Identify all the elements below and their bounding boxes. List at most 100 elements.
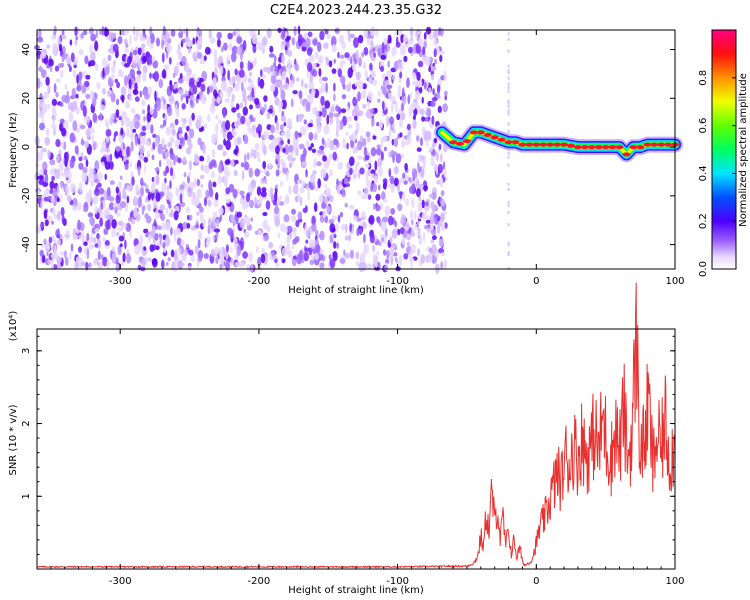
y-tick-label: -40	[21, 236, 32, 252]
noise-speckle	[406, 233, 411, 241]
noise-speckle	[292, 238, 298, 245]
noise-speckle	[330, 106, 335, 112]
noise-speckle	[318, 195, 324, 203]
noise-speckle	[160, 137, 166, 148]
noise-speckle	[361, 89, 367, 100]
noise-speckle	[194, 245, 199, 255]
noise-speckle	[132, 89, 139, 96]
noise-speckle	[165, 126, 171, 136]
noise-speckle	[378, 120, 383, 130]
ridge-hotspot	[449, 140, 458, 145]
noise-speckle	[254, 143, 260, 151]
noise-speckle	[180, 239, 185, 246]
noise-speckle	[161, 52, 165, 63]
noise-speckle	[329, 139, 335, 151]
noise-speckle	[239, 102, 244, 109]
noise-speckle	[273, 61, 276, 68]
noise-speckle	[317, 149, 324, 154]
noise-speckle	[244, 96, 247, 108]
noise-speckle	[45, 127, 50, 136]
noise-speckle	[390, 247, 394, 257]
noise-speckle	[186, 71, 192, 77]
noise-speckle	[380, 65, 385, 72]
noise-speckle	[161, 181, 167, 193]
noise-speckle	[366, 263, 373, 269]
noise-speckle	[414, 210, 417, 221]
noise-speckle	[440, 199, 446, 207]
noise-speckle	[213, 89, 218, 98]
noise-speckle	[173, 155, 176, 166]
noise-speckle	[300, 99, 303, 105]
noise-speckle	[129, 95, 133, 102]
noise-speckle	[423, 40, 427, 49]
noise-speckle	[386, 84, 393, 90]
noise-speckle	[257, 157, 261, 162]
noise-speckle	[375, 28, 379, 37]
noise-speckle	[185, 95, 189, 105]
noise-speckle	[117, 245, 122, 255]
noise-speckle	[397, 85, 401, 94]
noise-speckle	[165, 207, 169, 215]
ridge-hotspot	[469, 130, 478, 135]
noise-speckle	[314, 253, 319, 261]
noise-speckle	[344, 235, 349, 241]
noise-speckle	[401, 102, 404, 112]
noise-speckle	[242, 199, 246, 205]
noise-speckle	[395, 259, 399, 265]
noise-speckle	[388, 37, 392, 43]
noise-speckle	[212, 216, 216, 227]
noise-speckle	[429, 146, 433, 152]
noise-speckle	[426, 227, 431, 234]
noise-speckle	[399, 132, 403, 138]
noise-speckle	[52, 42, 58, 51]
noise-speckle	[332, 251, 338, 262]
noise-speckle	[254, 196, 257, 206]
noise-speckle	[137, 159, 142, 171]
noise-speckle	[137, 165, 141, 176]
noise-speckle	[417, 248, 421, 257]
noise-speckle	[227, 227, 233, 236]
noise-streak	[507, 76, 510, 80]
noise-speckle	[166, 158, 172, 167]
noise-speckle	[261, 187, 267, 193]
noise-speckle	[90, 233, 93, 242]
noise-speckle	[94, 205, 98, 215]
noise-speckle	[275, 262, 280, 268]
noise-streak	[507, 155, 510, 159]
noise-speckle	[418, 235, 423, 246]
noise-speckle	[112, 43, 119, 53]
noise-speckle	[324, 184, 328, 189]
noise-speckle	[104, 161, 111, 170]
noise-speckle	[138, 153, 144, 161]
ridge-hotspot	[497, 137, 506, 142]
noise-speckle	[270, 65, 274, 73]
noise-speckle	[313, 132, 318, 141]
noise-speckle	[136, 70, 142, 75]
noise-speckle	[185, 147, 192, 155]
noise-speckle	[239, 217, 245, 229]
ridge-hotspot	[532, 142, 541, 147]
noise-speckle	[39, 99, 43, 104]
noise-speckle	[368, 76, 373, 84]
y-tick-label: 20	[21, 92, 32, 105]
noise-speckle	[75, 36, 79, 41]
noise-speckle	[432, 253, 435, 264]
noise-speckle	[237, 152, 240, 158]
noise-speckle	[263, 145, 267, 156]
noise-speckle	[73, 100, 78, 111]
noise-speckle	[409, 92, 413, 98]
noise-speckle	[235, 261, 239, 267]
noise-speckle	[230, 214, 235, 223]
noise-speckle	[391, 47, 395, 57]
noise-speckle	[47, 149, 51, 159]
noise-speckle	[196, 178, 200, 187]
noise-speckle	[367, 194, 372, 200]
noise-speckle	[290, 157, 296, 162]
noise-speckle	[374, 160, 378, 171]
noise-speckle	[51, 124, 57, 130]
noise-speckle	[344, 52, 350, 59]
noise-speckle	[430, 65, 437, 72]
noise-speckle	[157, 233, 163, 239]
noise-speckle	[128, 78, 132, 90]
noise-speckle	[363, 47, 369, 56]
